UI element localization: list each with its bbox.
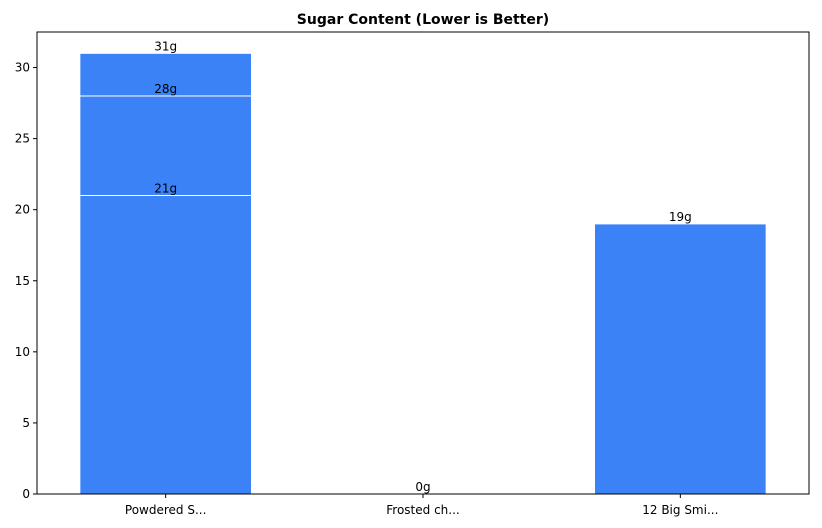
x-tick-label: 12 Big Smi...	[642, 503, 718, 517]
y-tick-label: 25	[15, 132, 30, 146]
bar-segment	[79, 52, 252, 97]
y-tick-label: 20	[15, 203, 30, 217]
y-tick-label: 30	[15, 61, 30, 75]
x-tick-label: Powdered S...	[125, 503, 207, 517]
bar-segment	[79, 95, 252, 196]
data-label: 31g	[154, 39, 177, 53]
y-tick-label: 15	[15, 274, 30, 288]
y-tick-label: 0	[22, 487, 30, 501]
y-tick-label: 10	[15, 345, 30, 359]
y-tick-label: 5	[22, 416, 30, 430]
data-label: 28g	[154, 82, 177, 96]
x-tick-label: Frosted ch...	[386, 503, 459, 517]
bars-layer	[79, 52, 767, 495]
data-label: 21g	[154, 181, 177, 195]
bar-segment	[79, 194, 252, 495]
chart-title: Sugar Content (Lower is Better)	[297, 12, 549, 28]
data-label: 0g	[415, 480, 430, 494]
data-labels-layer: 21g 28g 31g 0g 19g	[154, 39, 692, 494]
bar-segment	[594, 223, 767, 495]
axes-layer: 0 5 10 15 20 25 30 Powdered S... Frosted ch... 12…	[15, 31, 810, 517]
data-label: 19g	[669, 210, 692, 224]
